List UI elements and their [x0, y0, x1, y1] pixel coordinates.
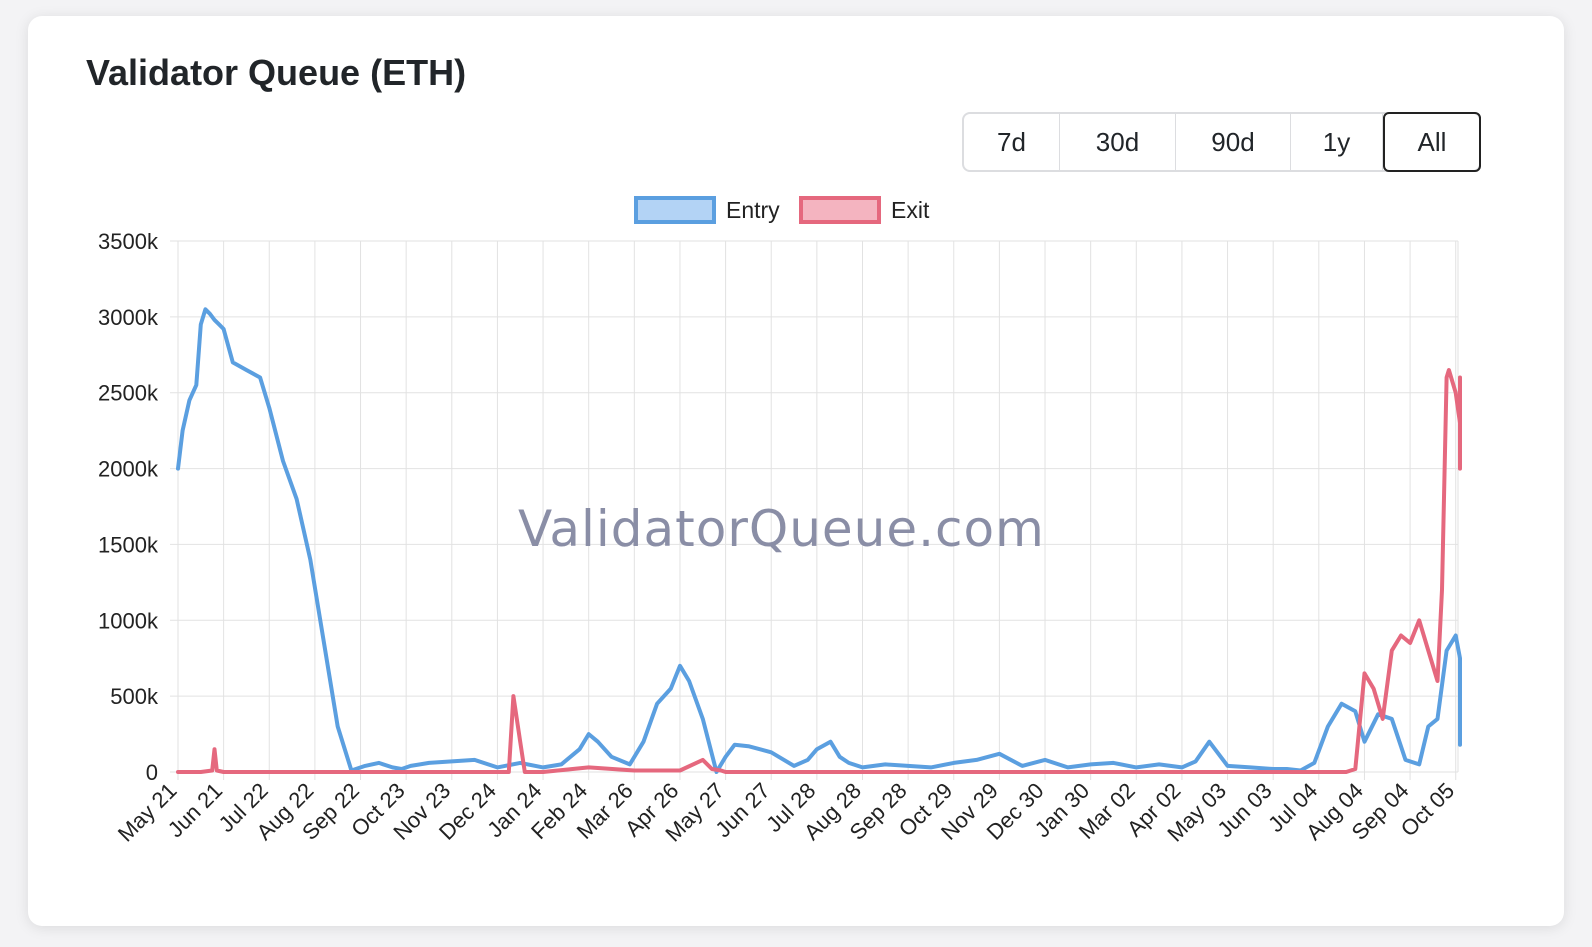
- legend-label-exit: Exit: [891, 197, 930, 223]
- range-7d-button[interactable]: 7d: [964, 114, 1060, 170]
- y-tick-label: 2000k: [98, 457, 159, 482]
- time-range-selector: 7d 30d 90d 1y All: [962, 112, 1481, 172]
- legend-swatch-exit: [799, 196, 881, 224]
- page-title: Validator Queue (ETH): [86, 52, 467, 93]
- legend-swatch-entry: [634, 196, 716, 224]
- y-tick-label: 1000k: [98, 608, 159, 633]
- legend-label-entry: Entry: [726, 197, 780, 223]
- range-all-button[interactable]: All: [1383, 112, 1481, 172]
- series-line-exit: [176, 368, 1462, 774]
- y-tick-label: 3000k: [98, 305, 159, 330]
- series-line-entry: [176, 307, 1462, 774]
- y-tick-label: 0: [146, 760, 158, 785]
- range-90d-button[interactable]: 90d: [1176, 114, 1291, 170]
- y-tick-label: 3500k: [98, 229, 159, 254]
- range-1y-button[interactable]: 1y: [1291, 114, 1383, 170]
- x-tick-label: May 21: [113, 778, 182, 847]
- y-tick-label: 500k: [110, 684, 159, 709]
- y-tick-label: 2500k: [98, 381, 159, 406]
- range-30d-button[interactable]: 30d: [1060, 114, 1176, 170]
- y-tick-label: 1500k: [98, 532, 159, 557]
